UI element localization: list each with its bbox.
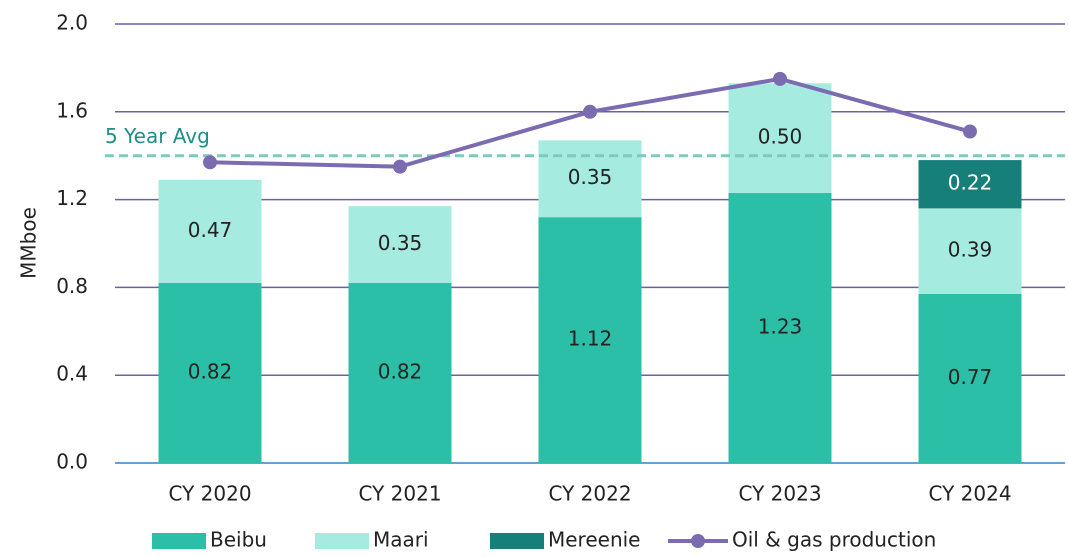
- legend-label: Beibu: [210, 528, 267, 552]
- reference-label: 5 Year Avg: [105, 124, 210, 148]
- y-tick-label: 1.2: [56, 186, 88, 210]
- legend-swatch: [152, 533, 206, 549]
- bar-segment: [728, 83, 832, 194]
- y-axis-label: MMboe: [17, 207, 41, 279]
- bar-segment: [918, 208, 1022, 294]
- data-label: 0.39: [948, 238, 993, 262]
- bar-segment: [348, 206, 452, 284]
- legend-label: Maari: [373, 528, 429, 552]
- y-tick-label: 1.6: [56, 98, 88, 122]
- line-marker: [773, 71, 787, 86]
- legend-label: Mereenie: [548, 528, 641, 552]
- x-tick-label: CY 2022: [548, 482, 631, 506]
- legend-marker: [691, 534, 705, 548]
- legend-label: Oil & gas production: [732, 528, 936, 552]
- bar-segment: [348, 283, 452, 463]
- legend-swatch: [315, 533, 369, 549]
- bar-segment: [158, 179, 262, 284]
- data-label: 0.22: [948, 171, 993, 195]
- x-tick-label: CY 2023: [738, 482, 821, 506]
- line-marker: [393, 159, 407, 174]
- data-label: 0.50: [758, 125, 803, 149]
- data-label: 0.77: [948, 365, 993, 389]
- data-label: 0.35: [568, 165, 613, 189]
- y-tick-label: 2.0: [56, 11, 88, 35]
- y-tick-label: 0.8: [56, 274, 88, 298]
- data-label: 0.47: [188, 218, 233, 242]
- y-tick-label: 0.0: [56, 450, 88, 474]
- bar-segment: [158, 283, 262, 463]
- legend-swatch: [490, 533, 544, 549]
- bar-segment: [538, 217, 642, 463]
- bar-segment: [728, 193, 832, 463]
- data-label: 1.23: [758, 315, 803, 339]
- bar-segment: [918, 293, 1022, 463]
- data-label: 1.12: [568, 327, 613, 351]
- y-tick-label: 0.4: [56, 362, 88, 386]
- data-label: 0.35: [378, 231, 423, 255]
- x-tick-label: CY 2024: [928, 482, 1011, 506]
- line-marker: [583, 104, 597, 119]
- line-marker: [963, 124, 977, 139]
- data-label: 0.82: [378, 360, 423, 384]
- data-label: 0.82: [188, 360, 233, 384]
- bar-segment: [538, 140, 642, 218]
- bar-segment: [918, 160, 1022, 209]
- line-marker: [203, 155, 217, 170]
- x-tick-label: CY 2021: [358, 482, 441, 506]
- x-tick-label: CY 2020: [168, 482, 251, 506]
